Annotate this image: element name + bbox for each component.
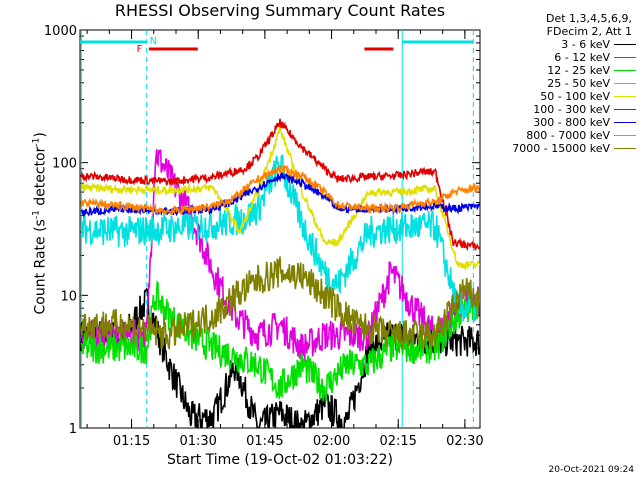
series-line-4 <box>80 126 480 272</box>
legend-entry-label: 6 - 12 keV <box>554 51 610 64</box>
series-line-2 <box>80 279 480 402</box>
x-tick-label: 01:30 <box>179 434 216 449</box>
legend-entry-label: 7000 - 15000 keV <box>512 142 610 155</box>
x-axis-label: Start Time (19-Oct-02 01:03:22) <box>167 452 393 468</box>
flare-annotation: F <box>137 44 143 55</box>
x-tick-label: 02:00 <box>313 434 350 449</box>
x-tick-label: 01:15 <box>113 434 150 449</box>
legend-entry-label: 3 - 6 keV <box>561 38 610 51</box>
series-line-1 <box>80 149 480 364</box>
legend-entry: 6 - 12 keV <box>484 51 636 64</box>
y-tick-label: 100 <box>52 157 77 172</box>
series-line-8 <box>80 256 480 351</box>
x-tick-label: 02:15 <box>379 434 416 449</box>
legend-swatch <box>614 96 636 97</box>
x-tick-label: 02:30 <box>446 434 483 449</box>
series-line-7 <box>80 164 480 216</box>
y-tick-label: 1000 <box>44 24 77 39</box>
legend: Det 1,3,4,5,6,9, FDecim 2, Att 1 3 - 6 k… <box>484 12 636 155</box>
legend-entry: 25 - 50 keV <box>484 77 636 90</box>
legend-entry: 3 - 6 keV <box>484 38 636 51</box>
legend-entry: 50 - 100 keV <box>484 90 636 103</box>
legend-entry: 800 - 7000 keV <box>484 129 636 142</box>
legend-entry-label: 100 - 300 keV <box>533 103 610 116</box>
legend-entry-label: 800 - 7000 keV <box>526 129 610 142</box>
legend-swatch <box>614 83 636 84</box>
legend-header-line-1: Det 1,3,4,5,6,9, <box>545 12 632 25</box>
legend-swatch <box>614 44 636 45</box>
y-axis-label: Count Rate (s-1 detector-1) <box>31 132 49 315</box>
timestamp: 20-Oct-2021 09:24 <box>548 465 634 475</box>
legend-entry: 300 - 800 keV <box>484 116 636 129</box>
legend-entry-label: 50 - 100 keV <box>540 90 610 103</box>
y-tick-label: 10 <box>60 289 77 304</box>
legend-entry: 100 - 300 keV <box>484 103 636 116</box>
legend-swatch <box>614 70 636 71</box>
legend-swatch <box>614 57 636 58</box>
legend-swatch <box>614 122 636 123</box>
legend-swatch <box>614 148 636 149</box>
legend-entry-label: 12 - 25 keV <box>547 64 610 77</box>
legend-entry-label: 300 - 800 keV <box>533 116 610 129</box>
legend-swatch <box>614 135 636 136</box>
plot-frame <box>79 29 481 429</box>
x-tick-label: 01:45 <box>246 434 283 449</box>
legend-entry: 12 - 25 keV <box>484 64 636 77</box>
legend-header-line-2: FDecim 2, Att 1 <box>546 25 632 38</box>
legend-entry: 7000 - 15000 keV <box>484 142 636 155</box>
legend-entry-label: 25 - 50 keV <box>547 77 610 90</box>
legend-swatch <box>614 109 636 110</box>
y-tick-label: 1 <box>69 422 77 437</box>
night-annotation: N <box>150 36 157 47</box>
series-line-5 <box>80 118 480 252</box>
chart-title: RHESSI Observing Summary Count Rates <box>114 1 446 20</box>
